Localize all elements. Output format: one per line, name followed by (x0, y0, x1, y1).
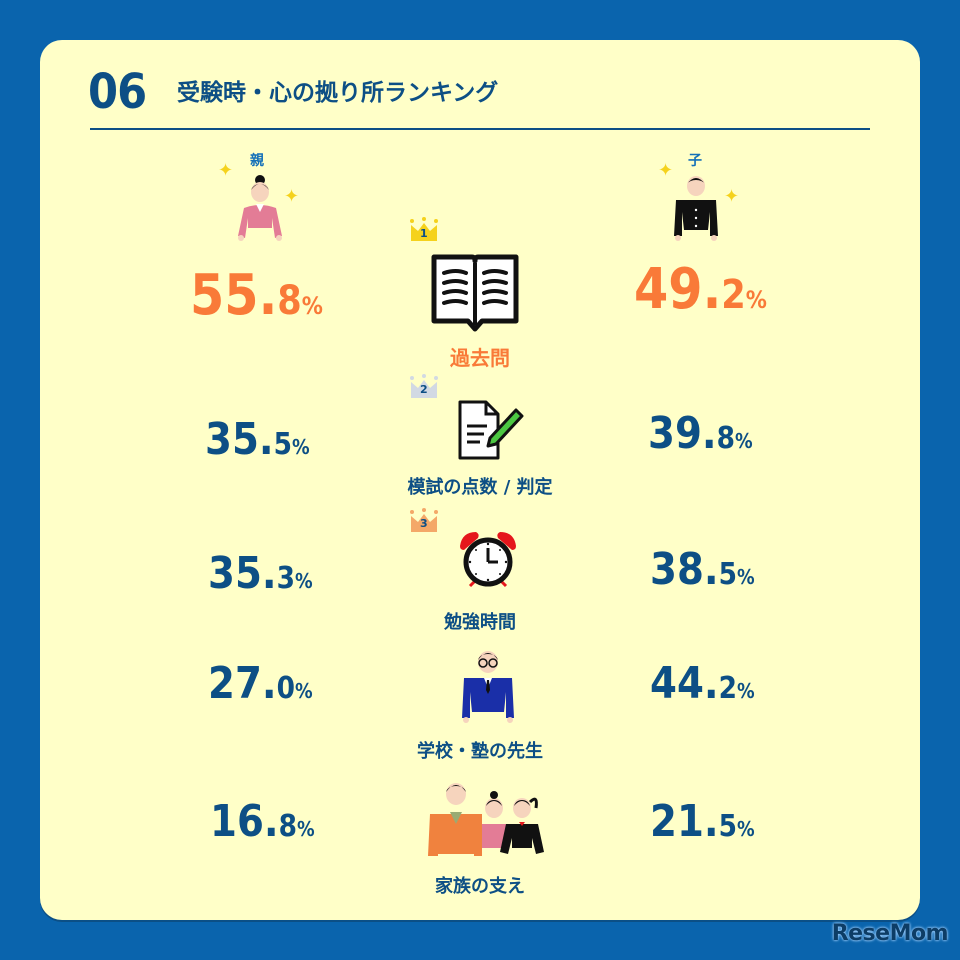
child-percentage: 21.5% (650, 796, 755, 847)
sparkle-icon: ✦ (658, 160, 674, 181)
parent-label: 親 (250, 153, 264, 169)
child-label: 子 (688, 153, 702, 169)
crown-silver-icon (410, 374, 438, 398)
child-percentage: 49.2% (634, 257, 767, 322)
alarm-clock-icon (460, 532, 516, 588)
document-pencil-icon (458, 400, 524, 460)
page-title: 受験時・心の拠り所ランキング (177, 80, 499, 106)
rank-number: 3 (420, 517, 428, 530)
category-label: 勉強時間 (444, 612, 516, 633)
parent-percentage: 35.5% (205, 414, 310, 465)
ranking-card (40, 40, 920, 920)
crown-gold-icon (410, 217, 438, 241)
sparkle-icon: ✦ (724, 186, 740, 207)
category-label: 学校・塾の先生 (417, 741, 543, 762)
resemom-logo: ReseMom (831, 921, 949, 946)
parent-percentage: 35.3% (208, 548, 313, 599)
category-label: 過去問 (450, 346, 510, 370)
family-icon (428, 783, 544, 856)
rank-number: 2 (420, 383, 428, 396)
parent-percentage: 55.8% (190, 263, 323, 328)
child-student-icon (674, 176, 718, 241)
child-percentage: 38.5% (650, 544, 755, 595)
rank-number: 1 (420, 227, 428, 240)
parent-mother-icon (238, 175, 282, 241)
section-number: 06 (88, 64, 147, 120)
parent-percentage: 27.0% (208, 658, 313, 709)
child-percentage: 44.2% (650, 658, 755, 709)
sparkle-icon: ✦ (218, 160, 234, 181)
parent-percentage: 16.8% (210, 796, 315, 847)
open-book-icon (431, 254, 519, 332)
teacher-icon (462, 651, 514, 723)
child-percentage: 39.8% (648, 408, 753, 459)
sparkle-icon: ✦ (284, 186, 300, 207)
crown-bronze-icon (410, 508, 438, 532)
category-label: 家族の支え (435, 876, 525, 897)
category-label: 模試の点数 / 判定 (407, 477, 553, 498)
title-divider (90, 128, 870, 130)
